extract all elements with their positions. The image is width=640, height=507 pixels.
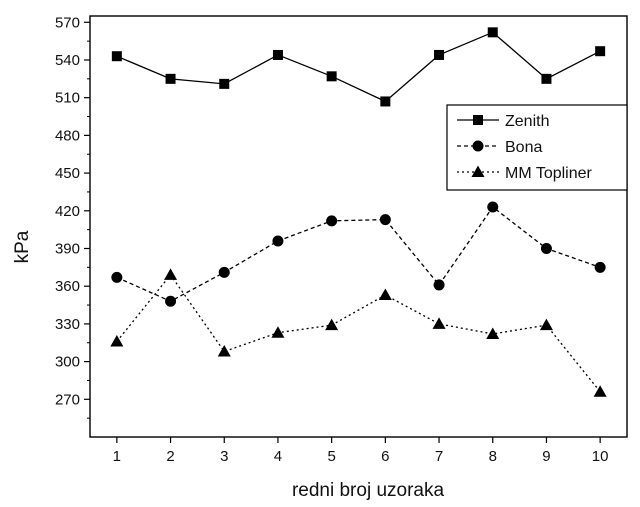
axes: 270 300 330 360 390 420 450 480 510 540 570 1 2 3 4 5 6 7… — [55, 14, 628, 465]
x-axis-title: redni broj uzoraka — [292, 480, 445, 501]
data-point-square — [272, 49, 283, 60]
data-point-square — [380, 96, 391, 107]
y-tick-label: 480 — [55, 127, 80, 144]
data-point-square — [219, 78, 230, 89]
y-axis-title: kPa — [12, 230, 33, 263]
y-tick-label: 420 — [55, 203, 80, 220]
data-point-triangle — [486, 327, 500, 339]
data-point-triangle — [378, 288, 392, 300]
y-tick-label: 450 — [55, 165, 80, 182]
data-point-circle — [487, 201, 499, 213]
data-point-triangle — [432, 317, 446, 329]
data-point-triangle — [217, 345, 231, 357]
y-tick-label: 510 — [55, 90, 80, 107]
x-tick-label: 3 — [220, 448, 228, 465]
legend-label: Bona — [505, 139, 542, 156]
data-point-circle — [326, 215, 338, 227]
x-tick-label: 6 — [381, 448, 389, 465]
y-tick-label: 270 — [55, 391, 80, 408]
x-tick-label: 5 — [327, 448, 335, 465]
y-tick-label: 330 — [55, 316, 80, 333]
data-point-circle — [272, 235, 284, 247]
data-point-triangle — [325, 318, 339, 331]
series-line — [116, 273, 601, 393]
data-point-triangle — [110, 334, 124, 347]
series-mm-topliner — [110, 268, 607, 397]
x-tick-label: 2 — [166, 448, 174, 465]
legend: Zenith Bona MM Topliner — [446, 104, 628, 191]
plot-frame — [89, 15, 628, 438]
series-bona — [111, 201, 606, 307]
y-tick-label: 300 — [55, 354, 80, 371]
data-point-triangle — [164, 268, 178, 280]
data-point-triangle — [539, 318, 553, 331]
legend-label: Zenith — [505, 113, 549, 130]
data-point-triangle — [593, 385, 607, 397]
data-point-circle — [594, 261, 606, 273]
series-layer — [110, 27, 607, 397]
x-tick-label: 7 — [435, 448, 443, 465]
data-point-circle — [379, 214, 391, 226]
y-tick-label: 570 — [55, 14, 80, 31]
data-point-square — [541, 73, 552, 84]
data-point-triangle — [271, 326, 285, 338]
x-tick-label: 4 — [274, 448, 282, 465]
x-tick-label: 10 — [592, 448, 609, 465]
data-point-circle — [433, 279, 445, 291]
data-point-square — [487, 27, 498, 38]
x-tick-label: 9 — [542, 448, 550, 465]
legend-label: MM Topliner — [505, 165, 593, 182]
series-zenith — [111, 27, 606, 107]
data-point-circle — [218, 266, 230, 278]
data-point-square — [326, 71, 337, 82]
legend-marker-triangle — [471, 165, 485, 177]
y-tick-label: 360 — [55, 278, 80, 295]
y-tick-label: 540 — [55, 52, 80, 69]
data-point-circle — [165, 295, 177, 307]
x-tick-label: 8 — [489, 448, 497, 465]
data-point-square — [434, 49, 445, 60]
series-line — [116, 31, 601, 103]
data-point-circle — [111, 271, 123, 283]
data-point-square — [165, 73, 176, 84]
legend-marker-circle — [472, 140, 484, 152]
y-tick-label: 390 — [55, 240, 80, 257]
data-point-circle — [540, 242, 552, 254]
data-point-square — [111, 51, 122, 62]
x-tick-label: 1 — [113, 448, 121, 465]
series-line — [116, 206, 601, 302]
legend-marker-square — [473, 115, 483, 125]
data-point-square — [595, 46, 606, 57]
